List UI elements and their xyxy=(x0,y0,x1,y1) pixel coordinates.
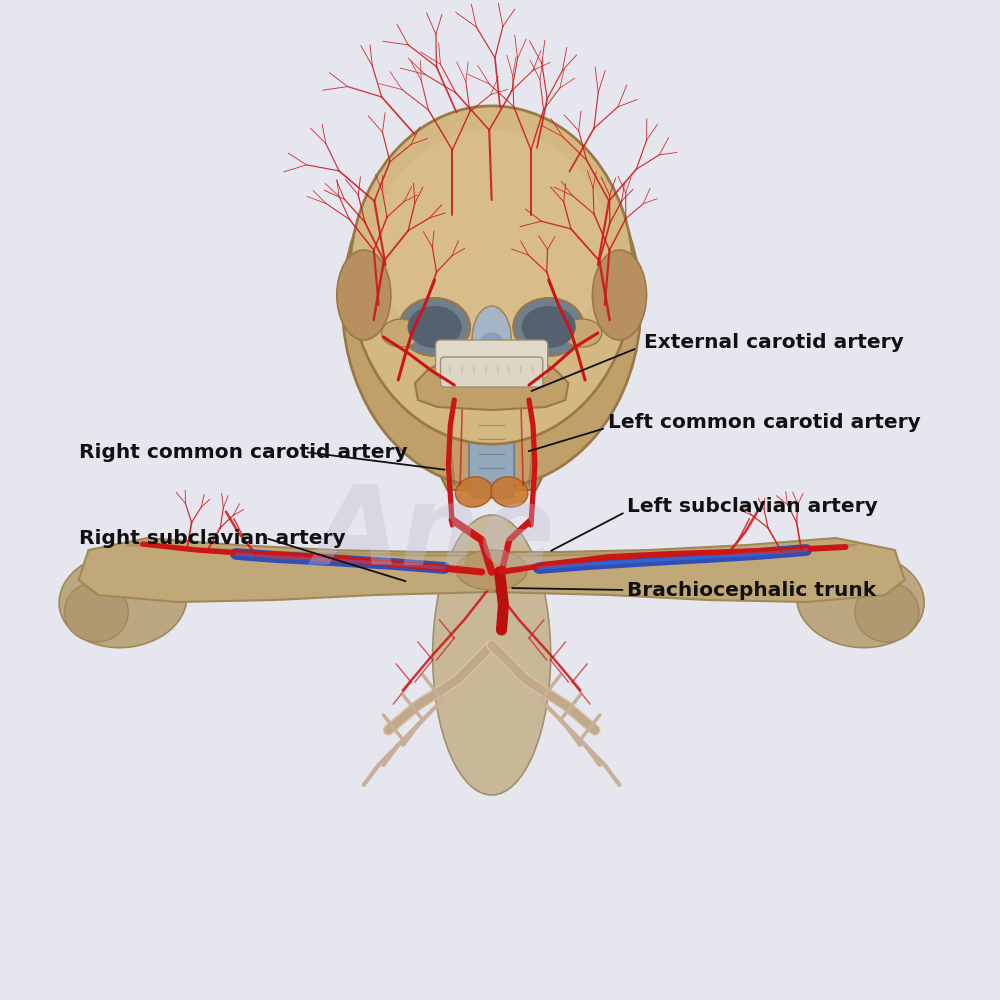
Ellipse shape xyxy=(491,477,528,507)
Text: Brachiocephalic trunk: Brachiocephalic trunk xyxy=(627,580,876,599)
Ellipse shape xyxy=(562,319,602,347)
Ellipse shape xyxy=(408,306,462,348)
Text: Right subclavian artery: Right subclavian artery xyxy=(79,528,345,548)
Ellipse shape xyxy=(399,298,470,356)
Ellipse shape xyxy=(382,319,421,347)
Ellipse shape xyxy=(472,306,511,374)
Ellipse shape xyxy=(592,250,647,340)
Text: Right common carotid artery: Right common carotid artery xyxy=(79,442,407,462)
Text: External carotid artery: External carotid artery xyxy=(644,332,904,352)
Ellipse shape xyxy=(522,306,576,348)
FancyBboxPatch shape xyxy=(436,340,548,378)
Polygon shape xyxy=(433,385,551,490)
Polygon shape xyxy=(415,360,568,410)
Ellipse shape xyxy=(477,333,506,368)
Ellipse shape xyxy=(855,582,919,642)
Polygon shape xyxy=(79,538,905,602)
Ellipse shape xyxy=(456,550,527,590)
Ellipse shape xyxy=(337,250,391,340)
Ellipse shape xyxy=(797,552,924,648)
Ellipse shape xyxy=(59,552,187,648)
Text: Left common carotid artery: Left common carotid artery xyxy=(608,412,920,432)
Ellipse shape xyxy=(375,129,608,361)
Ellipse shape xyxy=(513,298,584,356)
FancyBboxPatch shape xyxy=(441,357,543,387)
Ellipse shape xyxy=(455,477,493,507)
Ellipse shape xyxy=(350,106,634,444)
Text: Ane: Ane xyxy=(315,481,555,588)
FancyBboxPatch shape xyxy=(469,407,514,498)
Text: Left subclavian artery: Left subclavian artery xyxy=(627,496,878,516)
Ellipse shape xyxy=(342,123,641,487)
Ellipse shape xyxy=(64,582,128,642)
Ellipse shape xyxy=(433,515,551,795)
